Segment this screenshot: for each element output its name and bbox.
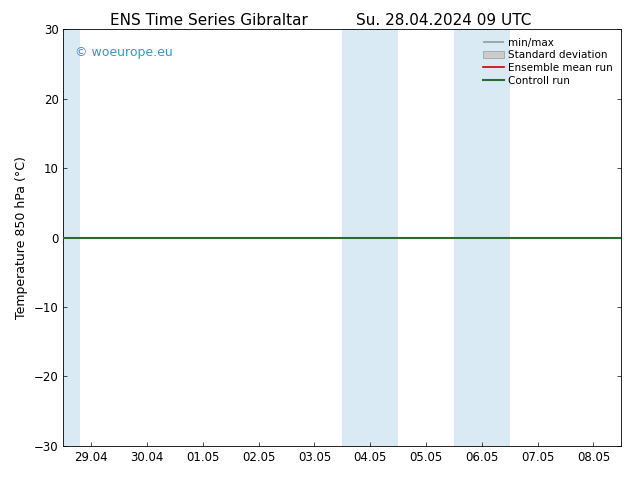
Text: Su. 28.04.2024 09 UTC: Su. 28.04.2024 09 UTC xyxy=(356,13,531,28)
Text: © woeurope.eu: © woeurope.eu xyxy=(75,46,172,59)
Text: ENS Time Series Gibraltar: ENS Time Series Gibraltar xyxy=(110,13,308,28)
Y-axis label: Temperature 850 hPa (°C): Temperature 850 hPa (°C) xyxy=(15,156,29,319)
Bar xyxy=(342,29,398,446)
Legend: min/max, Standard deviation, Ensemble mean run, Controll run: min/max, Standard deviation, Ensemble me… xyxy=(480,35,616,89)
Bar xyxy=(63,29,80,446)
Bar xyxy=(454,29,510,446)
